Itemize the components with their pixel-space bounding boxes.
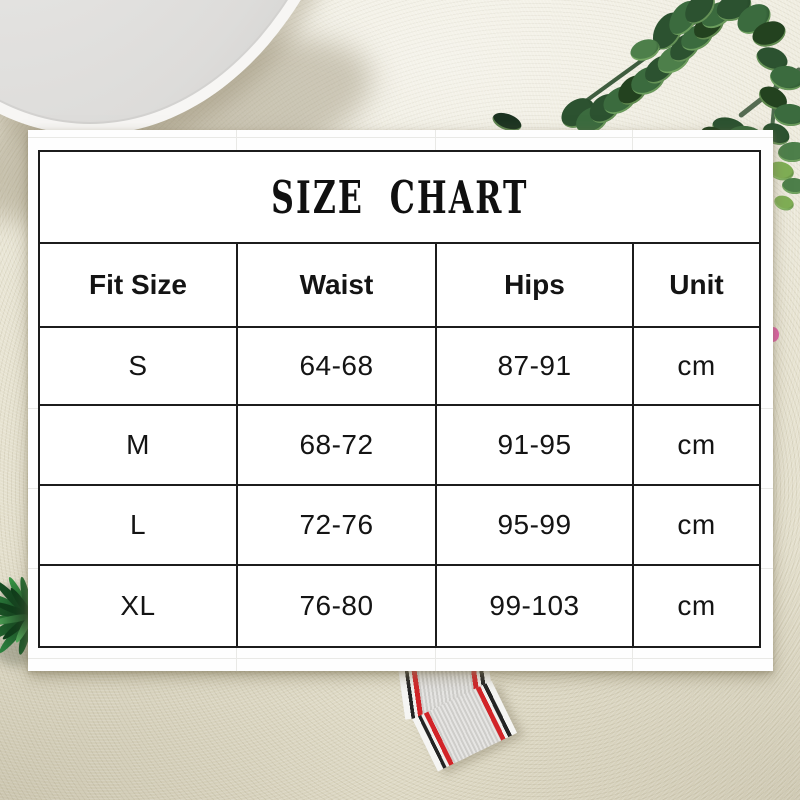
cell-waist: 68-72 [238, 406, 437, 486]
cell-waist: 72-76 [238, 486, 437, 566]
gridline [28, 137, 773, 138]
cell-hips: 87-91 [437, 328, 634, 406]
cell-fit-size: L [40, 486, 238, 566]
size-chart-title-cell: SIZE CHART [40, 152, 759, 244]
size-chart-title: SIZE CHART [270, 170, 529, 224]
cell-fit-size: XL [40, 566, 238, 646]
col-header-unit: Unit [634, 244, 759, 328]
cell-waist: 64-68 [238, 328, 437, 406]
size-chart-card: SIZE CHART Fit Size Waist Hips Unit S 64… [28, 130, 773, 671]
col-header-waist: Waist [238, 244, 437, 328]
cell-hips: 91-95 [437, 406, 634, 486]
cell-hips: 95-99 [437, 486, 634, 566]
col-header-fit-size: Fit Size [40, 244, 238, 328]
cell-fit-size: M [40, 406, 238, 486]
cell-unit: cm [634, 566, 759, 646]
cell-waist: 76-80 [238, 566, 437, 646]
cell-hips: 99-103 [437, 566, 634, 646]
cell-unit: cm [634, 486, 759, 566]
gridline [28, 658, 773, 659]
col-header-hips: Hips [437, 244, 634, 328]
size-table: SIZE CHART Fit Size Waist Hips Unit S 64… [38, 150, 761, 648]
cell-fit-size: S [40, 328, 238, 406]
eucalyptus-leaf [772, 193, 796, 213]
cell-unit: cm [634, 406, 759, 486]
eucalyptus-leaf [781, 176, 800, 196]
cell-unit: cm [634, 328, 759, 406]
